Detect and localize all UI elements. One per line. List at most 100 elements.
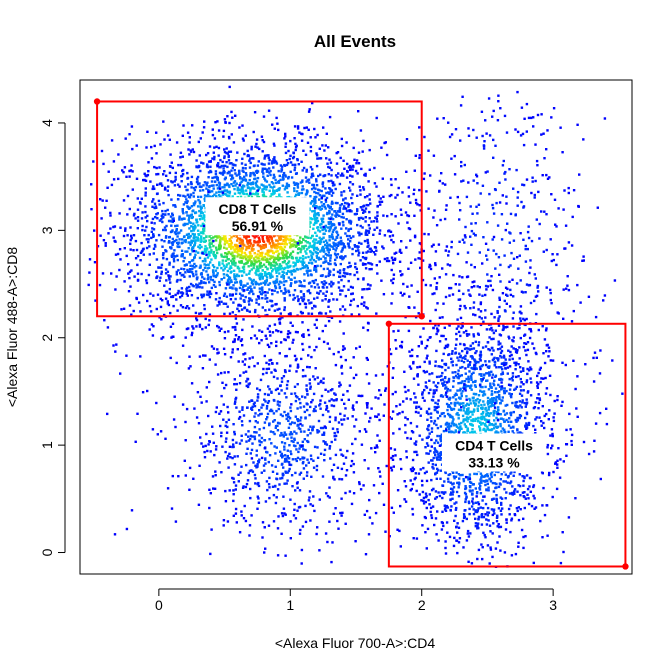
data-point <box>518 346 521 349</box>
data-point <box>362 188 366 191</box>
data-point <box>239 297 242 300</box>
data-point <box>309 385 312 388</box>
data-point <box>373 228 376 231</box>
data-point <box>276 554 280 557</box>
data-point <box>256 362 259 365</box>
data-point <box>554 461 558 464</box>
data-point <box>339 243 343 246</box>
data-point <box>381 482 384 485</box>
data-point <box>234 488 237 491</box>
data-point <box>316 252 319 255</box>
data-point <box>152 325 155 328</box>
data-point <box>245 273 248 276</box>
data-point <box>285 255 288 258</box>
data-point <box>251 262 255 266</box>
data-point <box>311 427 314 430</box>
data-point <box>266 237 269 240</box>
data-point <box>463 423 466 426</box>
data-point <box>184 250 187 253</box>
data-point <box>301 395 304 398</box>
data-point <box>172 418 176 421</box>
data-point <box>241 242 245 245</box>
data-point <box>231 245 235 249</box>
data-point <box>163 240 166 243</box>
data-point <box>271 270 274 273</box>
data-point <box>177 241 180 244</box>
data-point <box>248 257 252 261</box>
data-point <box>275 329 278 332</box>
data-point <box>313 378 317 381</box>
data-point <box>340 453 343 456</box>
data-point <box>112 225 115 229</box>
data-point <box>315 191 318 195</box>
data-point <box>234 507 238 511</box>
data-point <box>237 249 241 252</box>
data-point <box>336 253 340 256</box>
data-point <box>273 309 277 312</box>
data-point <box>240 439 243 442</box>
data-point <box>350 502 354 506</box>
data-point <box>190 333 193 337</box>
data-point <box>343 308 347 311</box>
data-point <box>256 269 260 273</box>
data-point <box>478 293 481 296</box>
data-point <box>316 133 319 137</box>
data-point <box>204 251 207 254</box>
data-point <box>363 256 366 260</box>
data-point <box>305 474 309 477</box>
data-point <box>242 255 245 258</box>
data-point <box>246 377 249 381</box>
data-point <box>264 265 267 269</box>
data-point <box>298 280 301 283</box>
data-point <box>373 446 377 449</box>
data-point <box>201 189 205 192</box>
data-point <box>293 385 297 388</box>
data-point <box>290 392 293 395</box>
data-point <box>292 151 295 155</box>
data-point <box>227 283 231 286</box>
data-point <box>300 132 303 135</box>
data-point <box>237 267 241 270</box>
data-point <box>211 128 214 131</box>
data-point <box>239 471 242 474</box>
data-point <box>235 382 238 386</box>
data-point <box>268 454 272 457</box>
data-point <box>339 240 342 243</box>
data-point <box>170 161 173 164</box>
data-point <box>313 445 317 449</box>
data-point <box>217 190 221 193</box>
data-point <box>318 404 321 407</box>
data-point <box>341 248 344 252</box>
data-point <box>206 449 209 453</box>
data-point <box>318 230 322 233</box>
data-point <box>259 246 263 249</box>
data-point <box>291 243 294 246</box>
data-point <box>304 256 307 259</box>
data-point <box>328 239 331 242</box>
data-point <box>151 187 154 191</box>
data-point <box>227 418 231 421</box>
data-point <box>104 206 107 209</box>
data-point <box>275 116 278 120</box>
data-point <box>283 188 287 191</box>
data-point <box>287 289 290 292</box>
data-point <box>343 205 346 208</box>
data-point <box>132 234 136 237</box>
data-point <box>343 402 346 405</box>
data-point <box>289 431 293 434</box>
data-point <box>209 552 212 556</box>
data-point <box>309 201 313 204</box>
data-point <box>421 278 425 282</box>
data-point <box>310 312 314 315</box>
data-point <box>207 160 211 163</box>
data-point <box>155 270 158 273</box>
data-point <box>239 188 242 191</box>
data-point <box>301 185 304 188</box>
data-point <box>122 234 126 238</box>
data-point <box>253 286 256 289</box>
data-point <box>257 481 260 485</box>
data-point <box>262 140 266 144</box>
data-point <box>333 210 336 213</box>
data-point <box>218 461 221 464</box>
data-point <box>246 246 249 250</box>
